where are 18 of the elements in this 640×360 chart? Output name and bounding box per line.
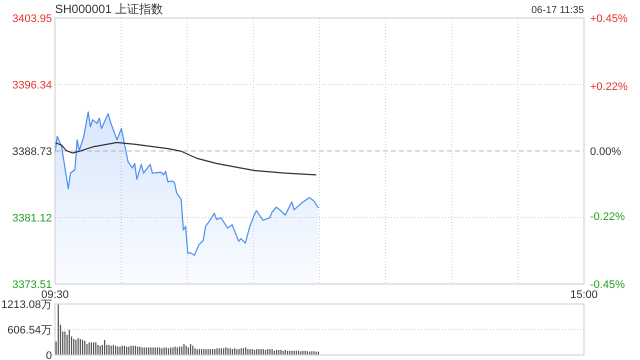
y-tick-label: 3403.95 [12, 13, 52, 25]
y-tick-label: 0 [46, 350, 52, 360]
y2-tick-label: 0.00% [590, 146, 622, 158]
y-tick-label: 3373.51 [12, 279, 52, 291]
x-tick-label: 09:30 [41, 289, 69, 301]
y-tick-label: 606.54万 [7, 324, 52, 336]
y-tick-label: 3388.73 [12, 146, 52, 158]
y2-tick-label: -0.45% [590, 279, 626, 291]
chart-subtitle: 06-17 11:35 [531, 5, 584, 16]
line-series [54, 142, 317, 176]
y-tick-label: 1213.08万 [1, 299, 52, 311]
y2-tick-label: -0.22% [590, 211, 626, 224]
y2-tick-label: +0.22% [590, 80, 628, 93]
chart-title: SH000001 上证指数 [55, 2, 164, 16]
y2-tick-label: +0.45% [590, 13, 628, 25]
x-tick-label: 15:00 [570, 289, 598, 301]
y-tick-label: 3396.34 [12, 80, 52, 92]
y-tick-label: 3381.12 [12, 212, 52, 224]
